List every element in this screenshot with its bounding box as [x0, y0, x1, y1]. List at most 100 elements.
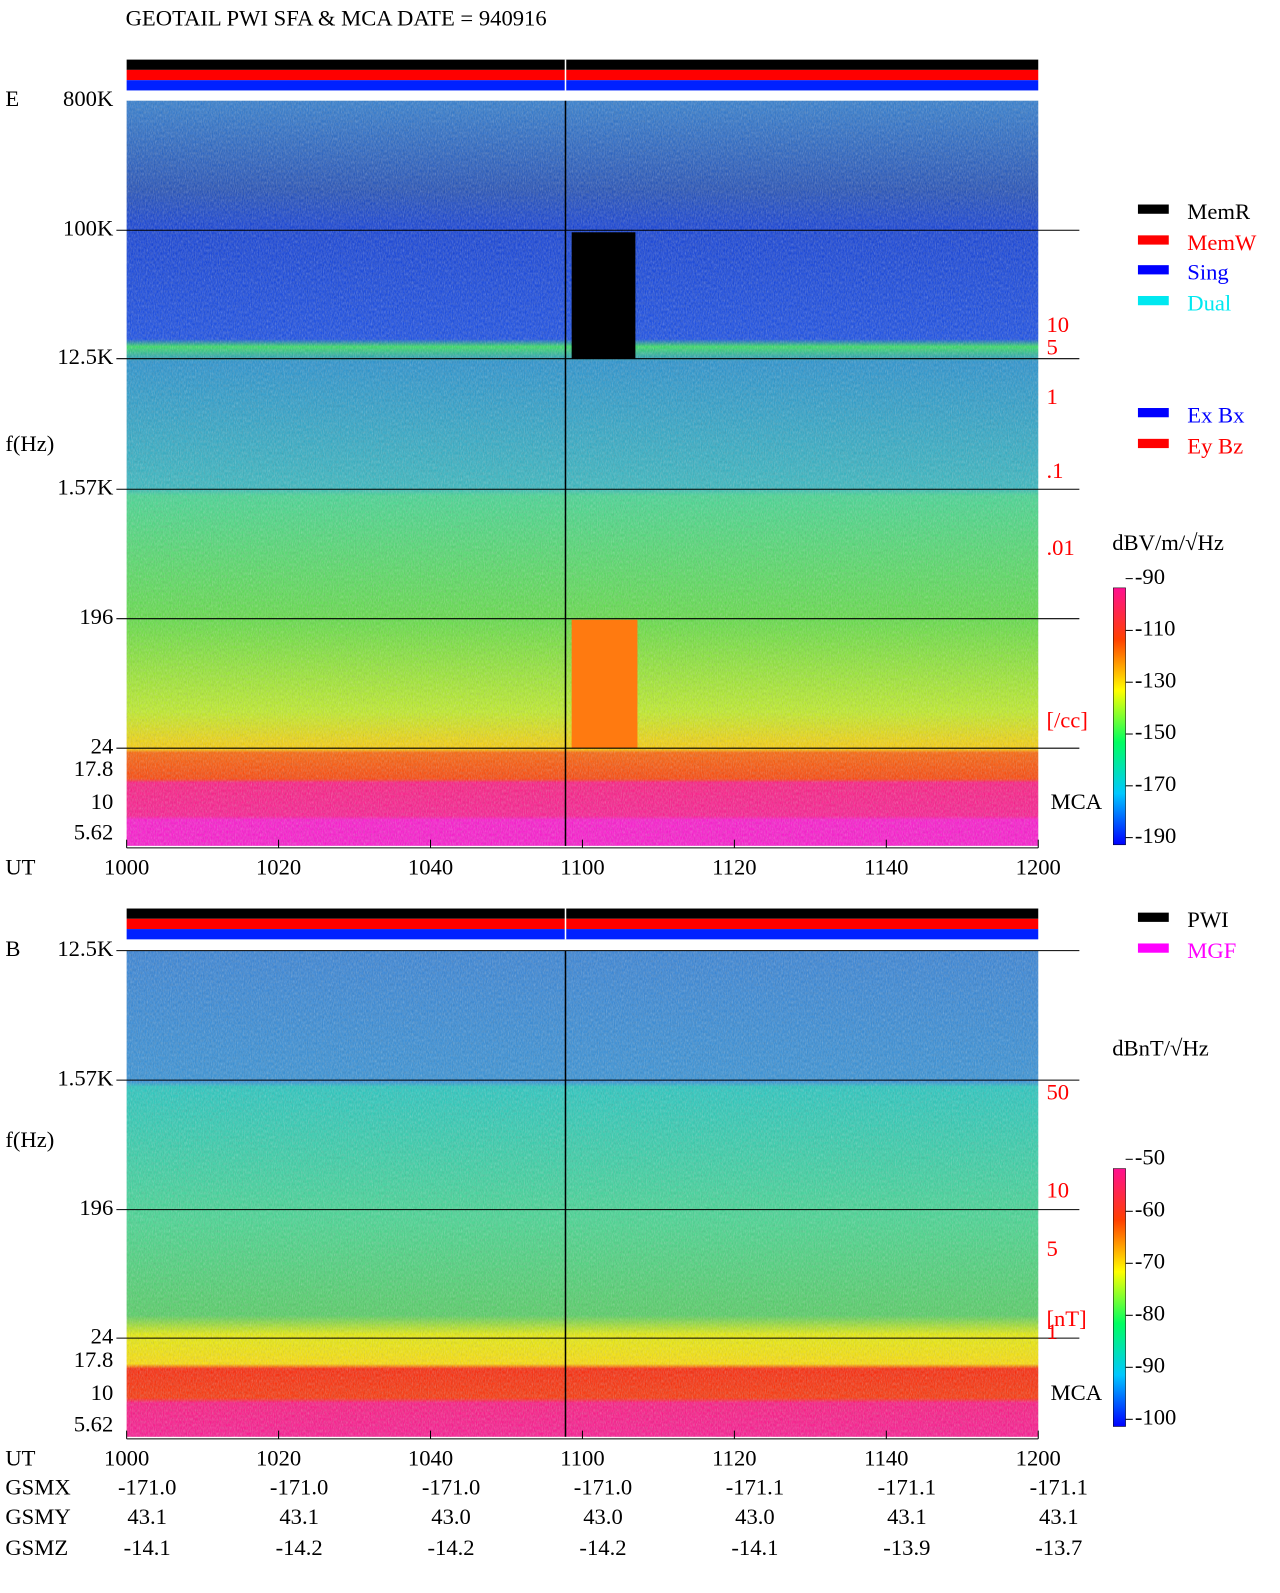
status-bar — [126, 929, 1039, 940]
orbit-value: -13.9 — [883, 1535, 930, 1560]
status-bar — [126, 69, 1039, 81]
right-scale-label: [/cc] — [1046, 708, 1087, 733]
x-tick-label: 1020 — [256, 1446, 301, 1471]
x-tick-label: 1100 — [560, 1446, 604, 1471]
orbit-value: -14.2 — [276, 1535, 323, 1560]
x-tick-label: 1020 — [256, 855, 301, 880]
x-tick-label: 1040 — [408, 1446, 453, 1471]
legend-swatch — [1137, 295, 1169, 306]
data-gap — [571, 232, 636, 359]
status-bar — [126, 908, 1039, 919]
right-scale-label: .01 — [1046, 535, 1074, 560]
x-axis-label: UT — [5, 1446, 35, 1471]
y-tick-label: 5.62 — [74, 820, 114, 845]
colorbar-tick-label: -100 — [1135, 1404, 1176, 1429]
y-tick-label: 12.5K — [57, 344, 114, 369]
colorbar-tick-label: -110 — [1135, 616, 1176, 641]
orbit-value: 43.0 — [583, 1504, 623, 1529]
legend-label: Dual — [1187, 290, 1231, 315]
colorbar-tick-label: -80 — [1135, 1300, 1165, 1325]
colorbar-tick-label: -50 — [1135, 1144, 1165, 1169]
spectrogram-noise — [126, 950, 1039, 1437]
x-tick-label: 1000 — [104, 1446, 149, 1471]
x-tick-label: 1140 — [864, 855, 908, 880]
band-label: MCA — [1051, 1380, 1103, 1405]
orbit-value: 43.1 — [1039, 1504, 1079, 1529]
right-scale-label: 50 — [1046, 1080, 1069, 1105]
x-tick-label: 1000 — [104, 855, 149, 880]
legend-label: Ex Bx — [1187, 402, 1245, 427]
orbit-value: -171.0 — [270, 1474, 328, 1499]
legend-label: PWI — [1187, 907, 1228, 932]
y-tick-label: 800K — [63, 86, 114, 111]
orbit-value: -14.2 — [428, 1535, 475, 1560]
status-bar — [126, 80, 1039, 91]
y-axis-label: f(Hz) — [5, 431, 54, 456]
orbit-value: 43.1 — [127, 1504, 167, 1529]
y-tick-label: 5.62 — [74, 1412, 114, 1437]
colorbar-tick-label: -60 — [1135, 1196, 1165, 1221]
orbit-value: -14.2 — [579, 1535, 626, 1560]
calibration-block — [571, 619, 638, 749]
x-tick-label: 1120 — [712, 1446, 756, 1471]
orbit-value: -171.0 — [422, 1474, 480, 1499]
orbit-value: -171.0 — [118, 1474, 176, 1499]
orbit-label: GSMY — [5, 1504, 70, 1529]
orbit-label: GSMZ — [5, 1535, 68, 1560]
colorbar-tick-label: -170 — [1135, 771, 1176, 796]
colorbar-title: dBnT/√Hz — [1112, 1036, 1209, 1061]
y-tick-label: 10 — [91, 1380, 114, 1405]
legend-swatch — [1137, 265, 1169, 275]
orbit-value: -171.0 — [574, 1474, 632, 1499]
colorbar-tick-label: -90 — [1135, 564, 1165, 589]
legend-swatch — [1137, 204, 1169, 214]
x-tick-label: 1040 — [408, 855, 453, 880]
colorbar-tick-label: -190 — [1135, 823, 1176, 848]
y-tick-label: 1.57K — [57, 1065, 114, 1090]
orbit-label: GSMX — [5, 1474, 70, 1499]
legend-swatch — [1137, 943, 1169, 953]
x-tick-label: 1120 — [712, 855, 756, 880]
orbit-value: -171.1 — [878, 1474, 936, 1499]
colorbar-title: dBV/m/√Hz — [1112, 530, 1224, 555]
right-scale-label: 10 — [1046, 312, 1069, 337]
orbit-value: -171.1 — [726, 1474, 784, 1499]
orbit-value: 43.1 — [887, 1504, 927, 1529]
y-tick-label: 17.8 — [74, 756, 114, 781]
band-label: MCA — [1051, 789, 1103, 814]
right-scale-label: [nT] — [1046, 1306, 1086, 1331]
status-bar — [126, 918, 1039, 930]
legend-label: MemR — [1187, 199, 1251, 224]
colorbar — [1113, 587, 1126, 846]
x-tick-label: 1200 — [1016, 855, 1061, 880]
legend-label: MGF — [1187, 938, 1236, 963]
y-axis-label: f(Hz) — [5, 1127, 54, 1152]
right-scale-label: 5 — [1046, 1236, 1057, 1261]
status-bar — [126, 59, 1039, 70]
x-tick-label: 1100 — [560, 855, 604, 880]
orbit-value: 43.0 — [431, 1504, 471, 1529]
orbit-value: 43.1 — [279, 1504, 319, 1529]
orbit-value: -13.7 — [1035, 1535, 1082, 1560]
legend-label: Sing — [1187, 260, 1228, 285]
legend-swatch — [1137, 408, 1169, 418]
panel-label: B — [5, 936, 20, 961]
y-tick-label: 100K — [63, 215, 114, 240]
x-tick-label: 1200 — [1016, 1446, 1061, 1471]
legend-label: MemW — [1187, 230, 1257, 255]
colorbar-tick-label: -130 — [1135, 667, 1176, 692]
y-tick-label: 10 — [91, 789, 114, 814]
title: GEOTAIL PWI SFA & MCA DATE = 940916 — [126, 6, 547, 31]
legend-swatch — [1137, 912, 1169, 922]
y-tick-label: 17.8 — [74, 1347, 114, 1372]
legend-swatch — [1137, 438, 1169, 449]
orbit-value: 43.0 — [735, 1504, 775, 1529]
y-tick-label: 196 — [79, 604, 113, 629]
colorbar-tick-label: -70 — [1135, 1248, 1165, 1273]
orbit-value: -14.1 — [124, 1535, 171, 1560]
right-scale-label: 5 — [1046, 335, 1057, 360]
y-tick-label: 12.5K — [57, 936, 114, 961]
right-scale-label: 10 — [1046, 1177, 1069, 1202]
colorbar — [1113, 1168, 1126, 1427]
